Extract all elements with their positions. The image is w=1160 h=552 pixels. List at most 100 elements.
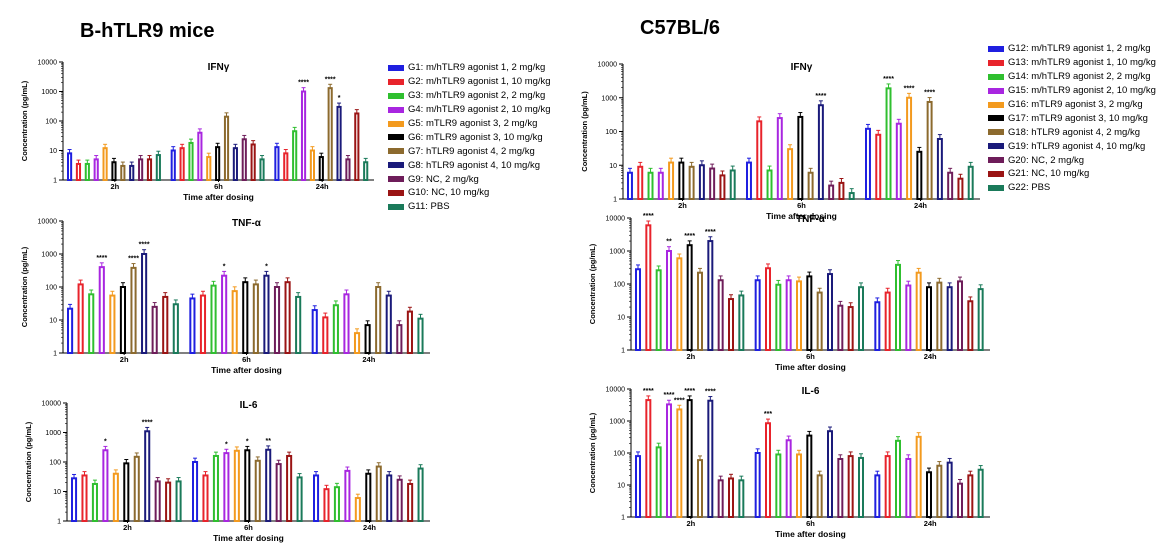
bar [848, 192, 855, 200]
bar [332, 304, 339, 354]
x-tick-label: 24h [316, 182, 329, 191]
bar [847, 306, 854, 351]
x-axis-label: Time after dosing [213, 533, 284, 543]
bar [77, 283, 84, 355]
y-tick-label: 1 [57, 519, 61, 526]
bar [785, 439, 792, 519]
bar [309, 149, 315, 181]
bar [776, 117, 783, 200]
bar [806, 275, 813, 351]
legend-swatch [988, 115, 1004, 122]
legend-item: G4: m/hTLR9 agonist 2, 10 mg/kg [388, 103, 551, 117]
bar [688, 165, 695, 200]
bar [977, 288, 984, 351]
bar [796, 453, 802, 518]
y-tick-label: 10000 [38, 219, 58, 226]
bar [406, 310, 413, 355]
bar [98, 266, 105, 354]
bar [265, 448, 272, 523]
legend-swatch [388, 189, 404, 196]
bar [221, 274, 228, 354]
bar [250, 143, 256, 181]
bar [657, 171, 664, 200]
bar [717, 279, 724, 351]
bar [697, 459, 703, 518]
chart-title: TNF-α [232, 218, 262, 229]
bar [223, 115, 230, 181]
bar [67, 152, 73, 181]
x-tick-label: 6h [214, 182, 223, 191]
bar [858, 456, 864, 518]
legend-swatch [388, 162, 404, 169]
x-tick-label: 2h [123, 523, 132, 532]
bar [906, 96, 913, 200]
legend-swatch [988, 101, 1004, 108]
bar [259, 158, 265, 182]
x-tick-label: 6h [806, 352, 815, 361]
legend-swatch [988, 87, 1004, 94]
bar [343, 293, 350, 355]
bar [905, 457, 912, 519]
bar [707, 399, 714, 518]
bar [967, 300, 974, 352]
bar [915, 271, 922, 351]
bar [967, 165, 974, 200]
bar [926, 471, 932, 519]
legend-swatch [388, 64, 404, 71]
legend-swatch [388, 106, 404, 113]
bar [698, 164, 705, 200]
bar [296, 476, 303, 523]
bar [375, 286, 382, 354]
bar [192, 461, 199, 522]
y-tick-label: 100 [45, 285, 57, 292]
legend-item: G1: m/hTLR9 agonist 1, 2 mg/kg [388, 61, 551, 75]
y-tick-label: 10 [49, 318, 57, 325]
significance-mark: **** [643, 213, 654, 220]
bar [865, 127, 871, 200]
significance-mark: **** [96, 255, 107, 262]
significance-mark: **** [705, 389, 716, 396]
bar [686, 244, 693, 352]
x-tick-label: 24h [914, 201, 927, 210]
legend-item: G6: mTLR9 agonist 3, 10 mg/kg [388, 130, 551, 144]
bar [188, 141, 194, 182]
bar [344, 469, 351, 522]
bar [946, 461, 953, 519]
y-axis-label: Concentration (pg/mL) [588, 412, 597, 493]
y-axis-label: Concentration (pg/mL) [24, 421, 33, 502]
bar [292, 130, 298, 181]
bar [827, 273, 833, 351]
x-tick-label: 6h [806, 519, 815, 528]
bar [717, 479, 724, 519]
significance-mark: **** [128, 256, 139, 263]
bar [311, 309, 318, 354]
bar [141, 253, 148, 354]
bar [635, 455, 641, 519]
bar [154, 480, 161, 522]
bar [162, 295, 169, 354]
legend-label: G14: m/hTLR9 agonist 2, 2 mg/kg [1008, 71, 1151, 83]
bar [231, 290, 238, 355]
significance-mark: **** [142, 419, 153, 426]
x-tick-label: 6h [244, 523, 253, 532]
bar [119, 286, 127, 354]
bar [884, 291, 891, 351]
bar [333, 486, 340, 522]
bar [212, 454, 219, 522]
bar [676, 408, 683, 519]
bar [202, 474, 209, 522]
bar [263, 274, 270, 354]
chart-title: IFNγ [208, 62, 230, 73]
bar [647, 171, 654, 200]
bar [847, 455, 854, 519]
legend-item: G22: PBS [988, 181, 1156, 195]
y-tick-label: 10 [609, 163, 617, 170]
legend-label: G10: NC, 10 mg/kg [408, 187, 490, 199]
bar [806, 434, 813, 518]
bar [223, 452, 230, 523]
y-tick-label: 1000 [609, 249, 625, 256]
bar [396, 324, 403, 354]
bar [283, 152, 289, 181]
bar [354, 497, 361, 522]
bar [895, 263, 901, 351]
